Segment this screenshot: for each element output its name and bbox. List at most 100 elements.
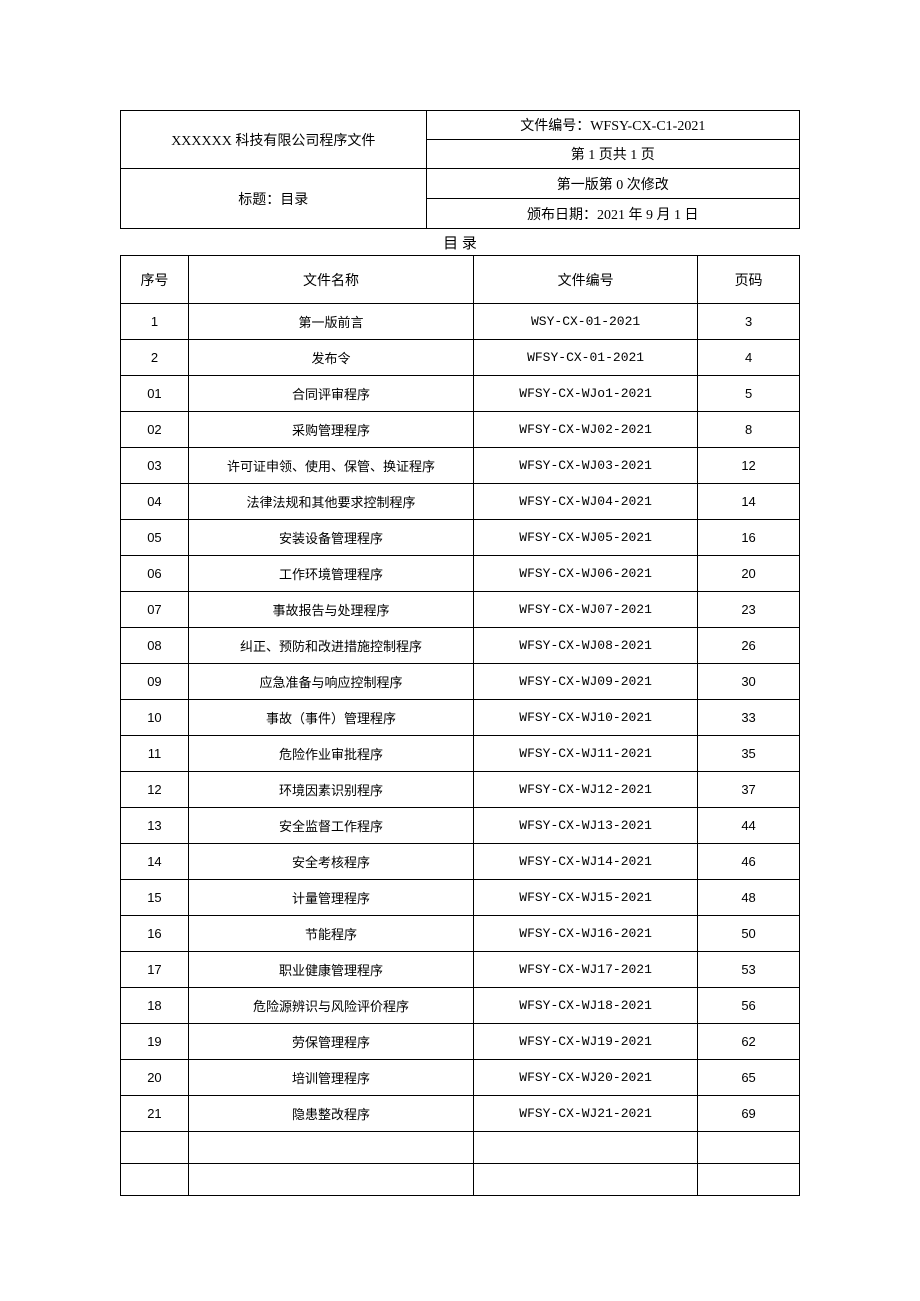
doc-code-cell: 文件编号：WFSY-CX-C1-2021 bbox=[426, 111, 799, 140]
version-info-cell: 第一版第 0 次修改 bbox=[426, 169, 799, 199]
cell-seq: 13 bbox=[121, 808, 189, 844]
cell-seq: 12 bbox=[121, 772, 189, 808]
toc-body: 1第一版前言WSY-CX-01-202132发布令WFSY-CX-01-2021… bbox=[121, 304, 800, 1196]
cell-code: WFSY-CX-WJ18-2021 bbox=[474, 988, 698, 1024]
cell-name: 节能程序 bbox=[188, 916, 473, 952]
cell-seq: 01 bbox=[121, 376, 189, 412]
table-row-empty bbox=[121, 1132, 800, 1164]
cell-page: 50 bbox=[698, 916, 800, 952]
cell-seq: 21 bbox=[121, 1096, 189, 1132]
cell-empty bbox=[121, 1132, 189, 1164]
cell-page: 23 bbox=[698, 592, 800, 628]
cell-page: 30 bbox=[698, 664, 800, 700]
col-header-seq: 序号 bbox=[121, 256, 189, 304]
table-row-empty bbox=[121, 1164, 800, 1196]
cell-name: 危险源辨识与风险评价程序 bbox=[188, 988, 473, 1024]
cell-code: WFSY-CX-WJ08-2021 bbox=[474, 628, 698, 664]
table-row: 01合同评审程序WFSY-CX-WJo1-20215 bbox=[121, 376, 800, 412]
table-row: 07事故报告与处理程序WFSY-CX-WJ07-202123 bbox=[121, 592, 800, 628]
table-row: 11危险作业审批程序WFSY-CX-WJ11-202135 bbox=[121, 736, 800, 772]
cell-code: WFSY-CX-WJ11-2021 bbox=[474, 736, 698, 772]
cell-code: WFSY-CX-WJ05-2021 bbox=[474, 520, 698, 556]
table-row: 09应急准备与响应控制程序WFSY-CX-WJ09-202130 bbox=[121, 664, 800, 700]
cell-page: 5 bbox=[698, 376, 800, 412]
cell-code: WFSY-CX-WJ16-2021 bbox=[474, 916, 698, 952]
table-row: 19劳保管理程序WFSY-CX-WJ19-202162 bbox=[121, 1024, 800, 1060]
cell-seq: 17 bbox=[121, 952, 189, 988]
cell-code: WFSY-CX-WJ19-2021 bbox=[474, 1024, 698, 1060]
cell-code: WFSY-CX-WJ06-2021 bbox=[474, 556, 698, 592]
cell-name: 第一版前言 bbox=[188, 304, 473, 340]
cell-name: 应急准备与响应控制程序 bbox=[188, 664, 473, 700]
cell-page: 62 bbox=[698, 1024, 800, 1060]
table-row: 03许可证申领、使用、保管、换证程序WFSY-CX-WJ03-202112 bbox=[121, 448, 800, 484]
cell-name: 事故报告与处理程序 bbox=[188, 592, 473, 628]
toc-table: 序号 文件名称 文件编号 页码 1第一版前言WSY-CX-01-202132发布… bbox=[120, 255, 800, 1196]
cell-seq: 06 bbox=[121, 556, 189, 592]
cell-name: 纠正、预防和改进措施控制程序 bbox=[188, 628, 473, 664]
cell-name: 发布令 bbox=[188, 340, 473, 376]
table-row: 18危险源辨识与风险评价程序WFSY-CX-WJ18-202156 bbox=[121, 988, 800, 1024]
cell-code: WFSY-CX-WJ13-2021 bbox=[474, 808, 698, 844]
toc-header-row: 序号 文件名称 文件编号 页码 bbox=[121, 256, 800, 304]
cell-page: 69 bbox=[698, 1096, 800, 1132]
cell-page: 46 bbox=[698, 844, 800, 880]
cell-seq: 09 bbox=[121, 664, 189, 700]
table-row: 21隐患整改程序WFSY-CX-WJ21-202169 bbox=[121, 1096, 800, 1132]
cell-name: 合同评审程序 bbox=[188, 376, 473, 412]
cell-seq: 10 bbox=[121, 700, 189, 736]
cell-page: 37 bbox=[698, 772, 800, 808]
table-row: 17职业健康管理程序WFSY-CX-WJ17-202153 bbox=[121, 952, 800, 988]
toc-title: 目 录 bbox=[120, 229, 800, 255]
cell-name: 培训管理程序 bbox=[188, 1060, 473, 1096]
table-row: 1第一版前言WSY-CX-01-20213 bbox=[121, 304, 800, 340]
subtitle-cell: 标题：目录 bbox=[121, 169, 427, 229]
cell-seq: 03 bbox=[121, 448, 189, 484]
cell-page: 48 bbox=[698, 880, 800, 916]
cell-page: 53 bbox=[698, 952, 800, 988]
cell-seq: 16 bbox=[121, 916, 189, 952]
page-info-cell: 第 1 页共 1 页 bbox=[426, 140, 799, 169]
cell-page: 4 bbox=[698, 340, 800, 376]
cell-code: WFSY-CX-WJ07-2021 bbox=[474, 592, 698, 628]
cell-name: 工作环境管理程序 bbox=[188, 556, 473, 592]
cell-seq: 14 bbox=[121, 844, 189, 880]
cell-page: 65 bbox=[698, 1060, 800, 1096]
table-row: 04法律法规和其他要求控制程序WFSY-CX-WJ04-202114 bbox=[121, 484, 800, 520]
cell-empty bbox=[698, 1132, 800, 1164]
cell-name: 许可证申领、使用、保管、换证程序 bbox=[188, 448, 473, 484]
cell-page: 56 bbox=[698, 988, 800, 1024]
cell-code: WFSY-CX-01-2021 bbox=[474, 340, 698, 376]
cell-seq: 18 bbox=[121, 988, 189, 1024]
cell-name: 安装设备管理程序 bbox=[188, 520, 473, 556]
table-row: 10事故（事件）管理程序WFSY-CX-WJ10-202133 bbox=[121, 700, 800, 736]
cell-empty bbox=[474, 1164, 698, 1196]
cell-name: 安全监督工作程序 bbox=[188, 808, 473, 844]
cell-name: 危险作业审批程序 bbox=[188, 736, 473, 772]
col-header-code: 文件编号 bbox=[474, 256, 698, 304]
cell-code: WFSY-CX-WJ15-2021 bbox=[474, 880, 698, 916]
cell-name: 安全考核程序 bbox=[188, 844, 473, 880]
table-row: 20培训管理程序WFSY-CX-WJ20-202165 bbox=[121, 1060, 800, 1096]
cell-code: WFSY-CX-WJo1-2021 bbox=[474, 376, 698, 412]
table-row: 16节能程序WFSY-CX-WJ16-202150 bbox=[121, 916, 800, 952]
document-header-table: XXXXXX 科技有限公司程序文件 文件编号：WFSY-CX-C1-2021 第… bbox=[120, 110, 800, 229]
table-row: 08纠正、预防和改进措施控制程序WFSY-CX-WJ08-202126 bbox=[121, 628, 800, 664]
col-header-page: 页码 bbox=[698, 256, 800, 304]
cell-code: WFSY-CX-WJ12-2021 bbox=[474, 772, 698, 808]
cell-seq: 20 bbox=[121, 1060, 189, 1096]
cell-seq: 05 bbox=[121, 520, 189, 556]
cell-page: 20 bbox=[698, 556, 800, 592]
table-row: 02采购管理程序WFSY-CX-WJ02-20218 bbox=[121, 412, 800, 448]
cell-code: WFSY-CX-WJ21-2021 bbox=[474, 1096, 698, 1132]
cell-seq: 19 bbox=[121, 1024, 189, 1060]
company-title-cell: XXXXXX 科技有限公司程序文件 bbox=[121, 111, 427, 169]
cell-empty bbox=[188, 1164, 473, 1196]
table-row: 15计量管理程序WFSY-CX-WJ15-202148 bbox=[121, 880, 800, 916]
table-row: 06工作环境管理程序WFSY-CX-WJ06-202120 bbox=[121, 556, 800, 592]
cell-seq: 11 bbox=[121, 736, 189, 772]
cell-name: 环境因素识别程序 bbox=[188, 772, 473, 808]
cell-seq: 15 bbox=[121, 880, 189, 916]
cell-code: WFSY-CX-WJ14-2021 bbox=[474, 844, 698, 880]
cell-name: 法律法规和其他要求控制程序 bbox=[188, 484, 473, 520]
